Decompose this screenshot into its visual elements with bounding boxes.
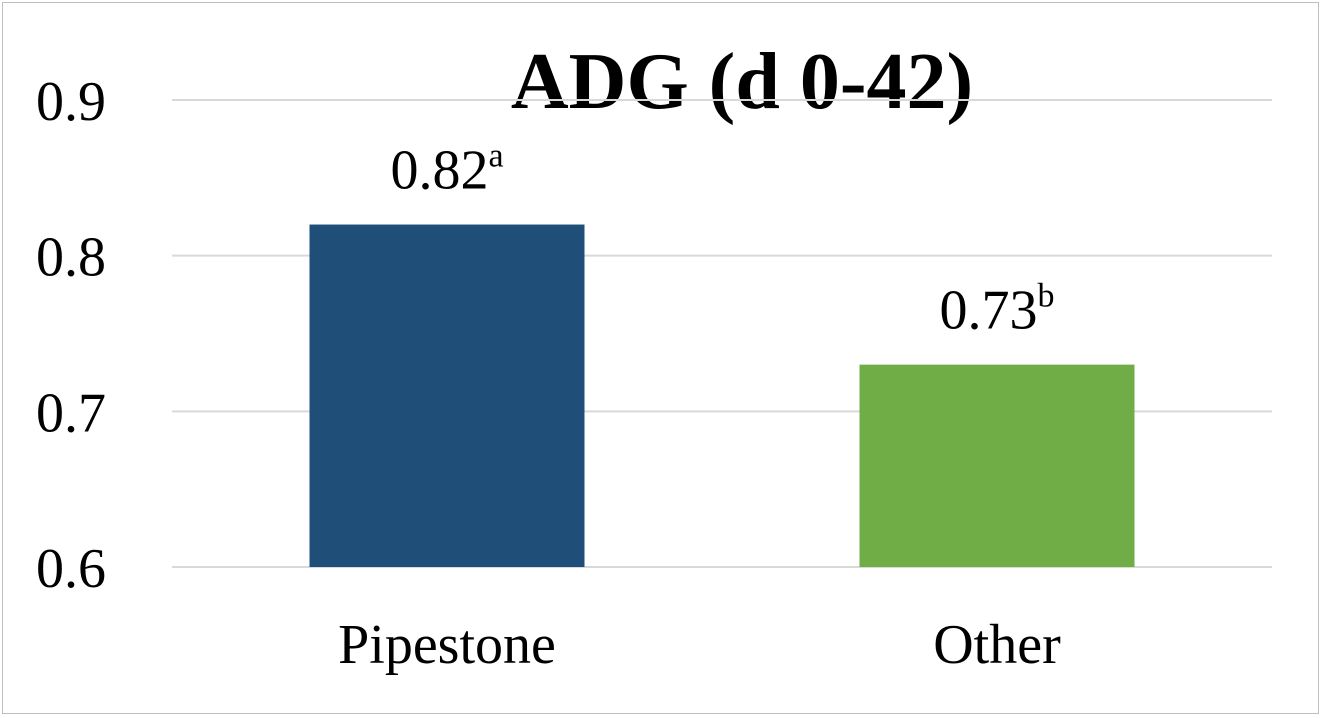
category-label-pipestone: Pipestone: [338, 614, 556, 676]
bar-pipestone: [309, 224, 585, 568]
x-axis-categories: Pipestone Other: [338, 614, 1061, 676]
bars: [309, 224, 1135, 568]
y-tick-label-2: 0.8: [36, 227, 106, 289]
y-tick-label-1: 0.7: [36, 382, 106, 444]
y-axis-ticks: 0.6 0.7 0.8 0.9: [36, 71, 106, 600]
data-label-pipestone: 0.82a: [390, 138, 503, 202]
y-tick-label-3: 0.9: [36, 71, 106, 133]
data-labels: 0.82a 0.73b: [390, 138, 1054, 342]
chart-title: ADG (d 0-42): [511, 38, 973, 126]
data-label-other: 0.73b: [940, 278, 1055, 342]
y-tick-label-0: 0.6: [36, 538, 106, 600]
bar-other: [859, 364, 1135, 567]
category-label-other: Other: [933, 614, 1061, 676]
